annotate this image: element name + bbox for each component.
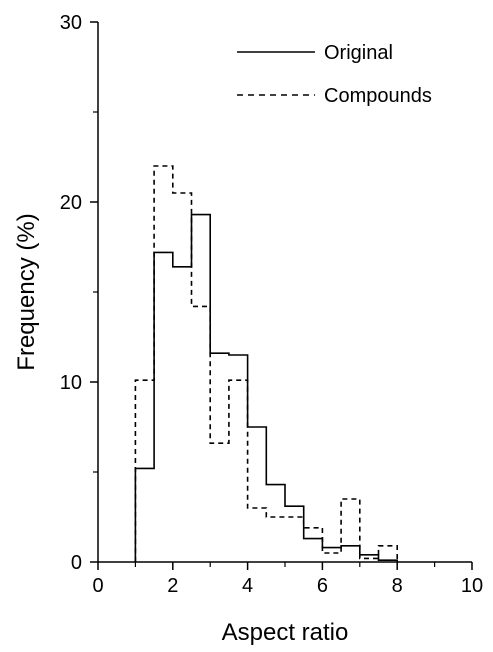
x-tick-label: 0 [92,575,103,597]
x-tick-label: 2 [167,575,178,597]
y-tick-label: 20 [60,192,82,214]
x-tick-label: 4 [242,575,253,597]
series-original-line [134,213,398,562]
legend-label-original: Original [324,42,393,64]
y-tick-label: 0 [71,552,82,574]
x-axis-title: Aspect ratio [222,619,349,646]
x-tick-label: 10 [461,575,483,597]
x-tick-label: 8 [392,575,403,597]
y-tick-label: 30 [60,12,82,34]
series-layer [134,165,398,562]
y-axis-title: Frequency (%) [13,213,40,370]
legend-label-compounds: Compounds [324,85,432,107]
series-compounds-line [134,165,398,562]
x-tick-label: 6 [317,575,328,597]
y-tick-label: 10 [60,372,82,394]
legend: Original Compounds [237,42,432,107]
axis-ticks: 0 2 4 6 8 10 0 10 20 30 [60,12,483,597]
